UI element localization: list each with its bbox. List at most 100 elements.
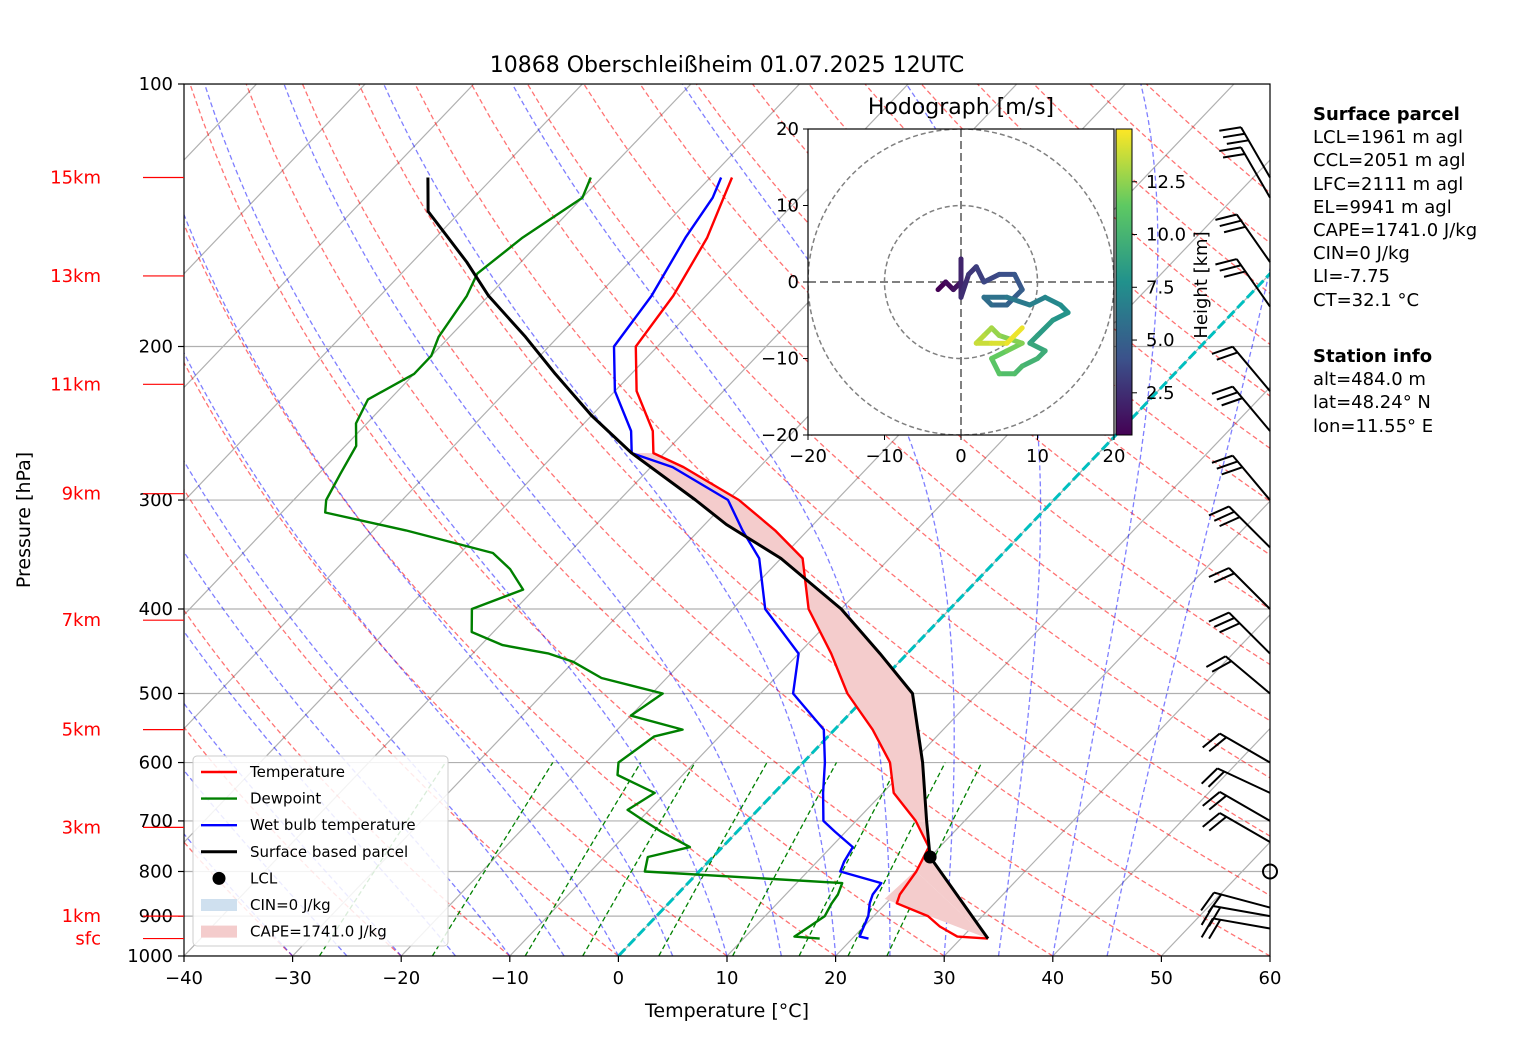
legend-label: Dewpoint — [250, 790, 321, 808]
wind-barb-flag — [1208, 567, 1230, 578]
wind-barb-flag — [1213, 510, 1235, 522]
hodograph-segment — [989, 356, 1002, 377]
dry-adiabat — [189, 84, 945, 956]
dry-adiabat — [184, 488, 619, 956]
hodograph-segment — [958, 271, 972, 300]
colorbar-label: Height [km] — [1191, 231, 1212, 338]
mixing-ratio-line — [886, 762, 983, 956]
wind-barb-flag — [1200, 767, 1219, 785]
mixing-ratio-line — [658, 762, 768, 956]
wind-barb-flag — [1208, 611, 1230, 623]
legend-swatch — [201, 925, 237, 938]
surface-parcel-info: Surface parcel LCL=1961 m agl CCL=2051 m a… — [1313, 103, 1477, 312]
moist-adiabat — [184, 460, 565, 956]
wind-barb-flag — [1223, 270, 1246, 278]
hodograph-segment — [1004, 325, 1025, 346]
moist-adiabat — [383, 84, 837, 956]
wind-barb-flag — [1221, 397, 1243, 407]
lcl-marker — [923, 850, 937, 864]
ct-value: CT=32.1 °C — [1313, 289, 1420, 311]
hodograph-segment — [989, 348, 1010, 361]
wind-barb — [1224, 655, 1271, 695]
wind-barb — [1231, 454, 1271, 501]
lfc-value: LFC=2111 m agl — [1313, 173, 1464, 195]
colorbar-tick-label: 7.5 — [1146, 277, 1175, 298]
wind-barb-flag — [1219, 264, 1242, 272]
wind-barb — [1213, 891, 1271, 909]
freezing-isotherm — [617, 271, 1270, 956]
x-tick-label: −10 — [491, 968, 529, 989]
isotherm-line — [184, 84, 366, 275]
wind-barb — [1228, 567, 1271, 610]
hodograph-y-tick-label: 20 — [776, 119, 799, 140]
parcel-line — [426, 177, 990, 940]
wind-barb-flag — [1219, 219, 1242, 228]
x-axis-ticks: −40 −30 −20 −10 0 10 20 30 40 50 60 — [165, 956, 1281, 989]
hodograph-y-tick-label: 0 — [788, 272, 799, 293]
hodograph-y-tick-label: 10 — [776, 196, 799, 217]
height-label: 7km — [62, 610, 101, 631]
hodograph-segment — [1042, 294, 1063, 308]
x-tick-label: −40 — [165, 968, 203, 989]
wind-barb-flag — [1216, 351, 1238, 361]
isotherm-line — [184, 84, 692, 616]
wind-barb-flag — [1205, 655, 1227, 668]
x-tick-label: 50 — [1150, 968, 1173, 989]
hodograph-segment — [1027, 340, 1048, 354]
wind-barb — [1219, 812, 1271, 843]
colorbar-tick-label: 2.5 — [1146, 383, 1175, 404]
x-tick-label: 60 — [1259, 968, 1282, 989]
wind-barb-flag — [1211, 385, 1234, 395]
wind-barb — [1212, 917, 1271, 930]
moist-adiabat — [184, 550, 511, 956]
height-label: 9km — [62, 484, 101, 505]
hodograph-x-tick-label: −20 — [789, 446, 827, 467]
wind-barb-flag — [1200, 905, 1214, 926]
wind-barb-flag — [1202, 791, 1221, 807]
hodograph-x-tick-label: −10 — [866, 446, 904, 467]
y-tick-label: 100 — [139, 74, 173, 95]
isotherm-line — [726, 386, 1270, 956]
wind-barb-flag — [1208, 815, 1227, 832]
x-tick-label: 40 — [1041, 968, 1064, 989]
mixing-ratio-line — [732, 762, 838, 956]
height-label: 15km — [50, 167, 101, 188]
y-tick-label: 300 — [139, 490, 173, 511]
ccl-value: CCL=2051 m agl — [1313, 150, 1466, 172]
moist-adiabat — [905, 84, 1042, 956]
colorbar-tick-label: 12.5 — [1146, 172, 1186, 193]
wind-barb — [1240, 146, 1271, 199]
y-tick-label: 400 — [139, 599, 173, 620]
temperature-line — [634, 177, 989, 940]
wind-barb — [1240, 126, 1271, 178]
legend-box — [192, 755, 449, 947]
wind-barb-flag — [1222, 152, 1245, 159]
legend-label: LCL — [250, 869, 278, 887]
dry-adiabat — [470, 84, 1270, 837]
dry-adiabat — [184, 222, 836, 956]
wind-barb — [1219, 732, 1271, 764]
wind-barb — [1235, 258, 1271, 308]
y-tick-label: 500 — [139, 684, 173, 705]
wind-barb-flag — [1223, 225, 1246, 234]
lon-value: lon=11.55° E — [1313, 415, 1434, 437]
x-tick-label: 20 — [824, 968, 847, 989]
y-axis-label: Pressure [hPa] — [13, 452, 35, 588]
wind-barb — [1212, 905, 1271, 918]
legend-label: CIN=0 J/kg — [250, 896, 331, 914]
height-label: 5km — [62, 720, 101, 741]
surface-parcel-title: Surface parcel — [1313, 104, 1460, 125]
wind-barb-flag — [1200, 891, 1215, 912]
mixing-ratio-line — [431, 762, 554, 956]
legend-swatch — [212, 871, 226, 885]
calm-wind-marker — [1262, 863, 1278, 880]
wind-barb-flag — [1219, 622, 1241, 634]
wind-barb-flag — [1208, 736, 1227, 753]
height-label: 3km — [62, 817, 101, 838]
height-label: sfc — [75, 929, 101, 950]
wind-barb-flag — [1211, 660, 1232, 673]
profile-series — [324, 177, 990, 940]
